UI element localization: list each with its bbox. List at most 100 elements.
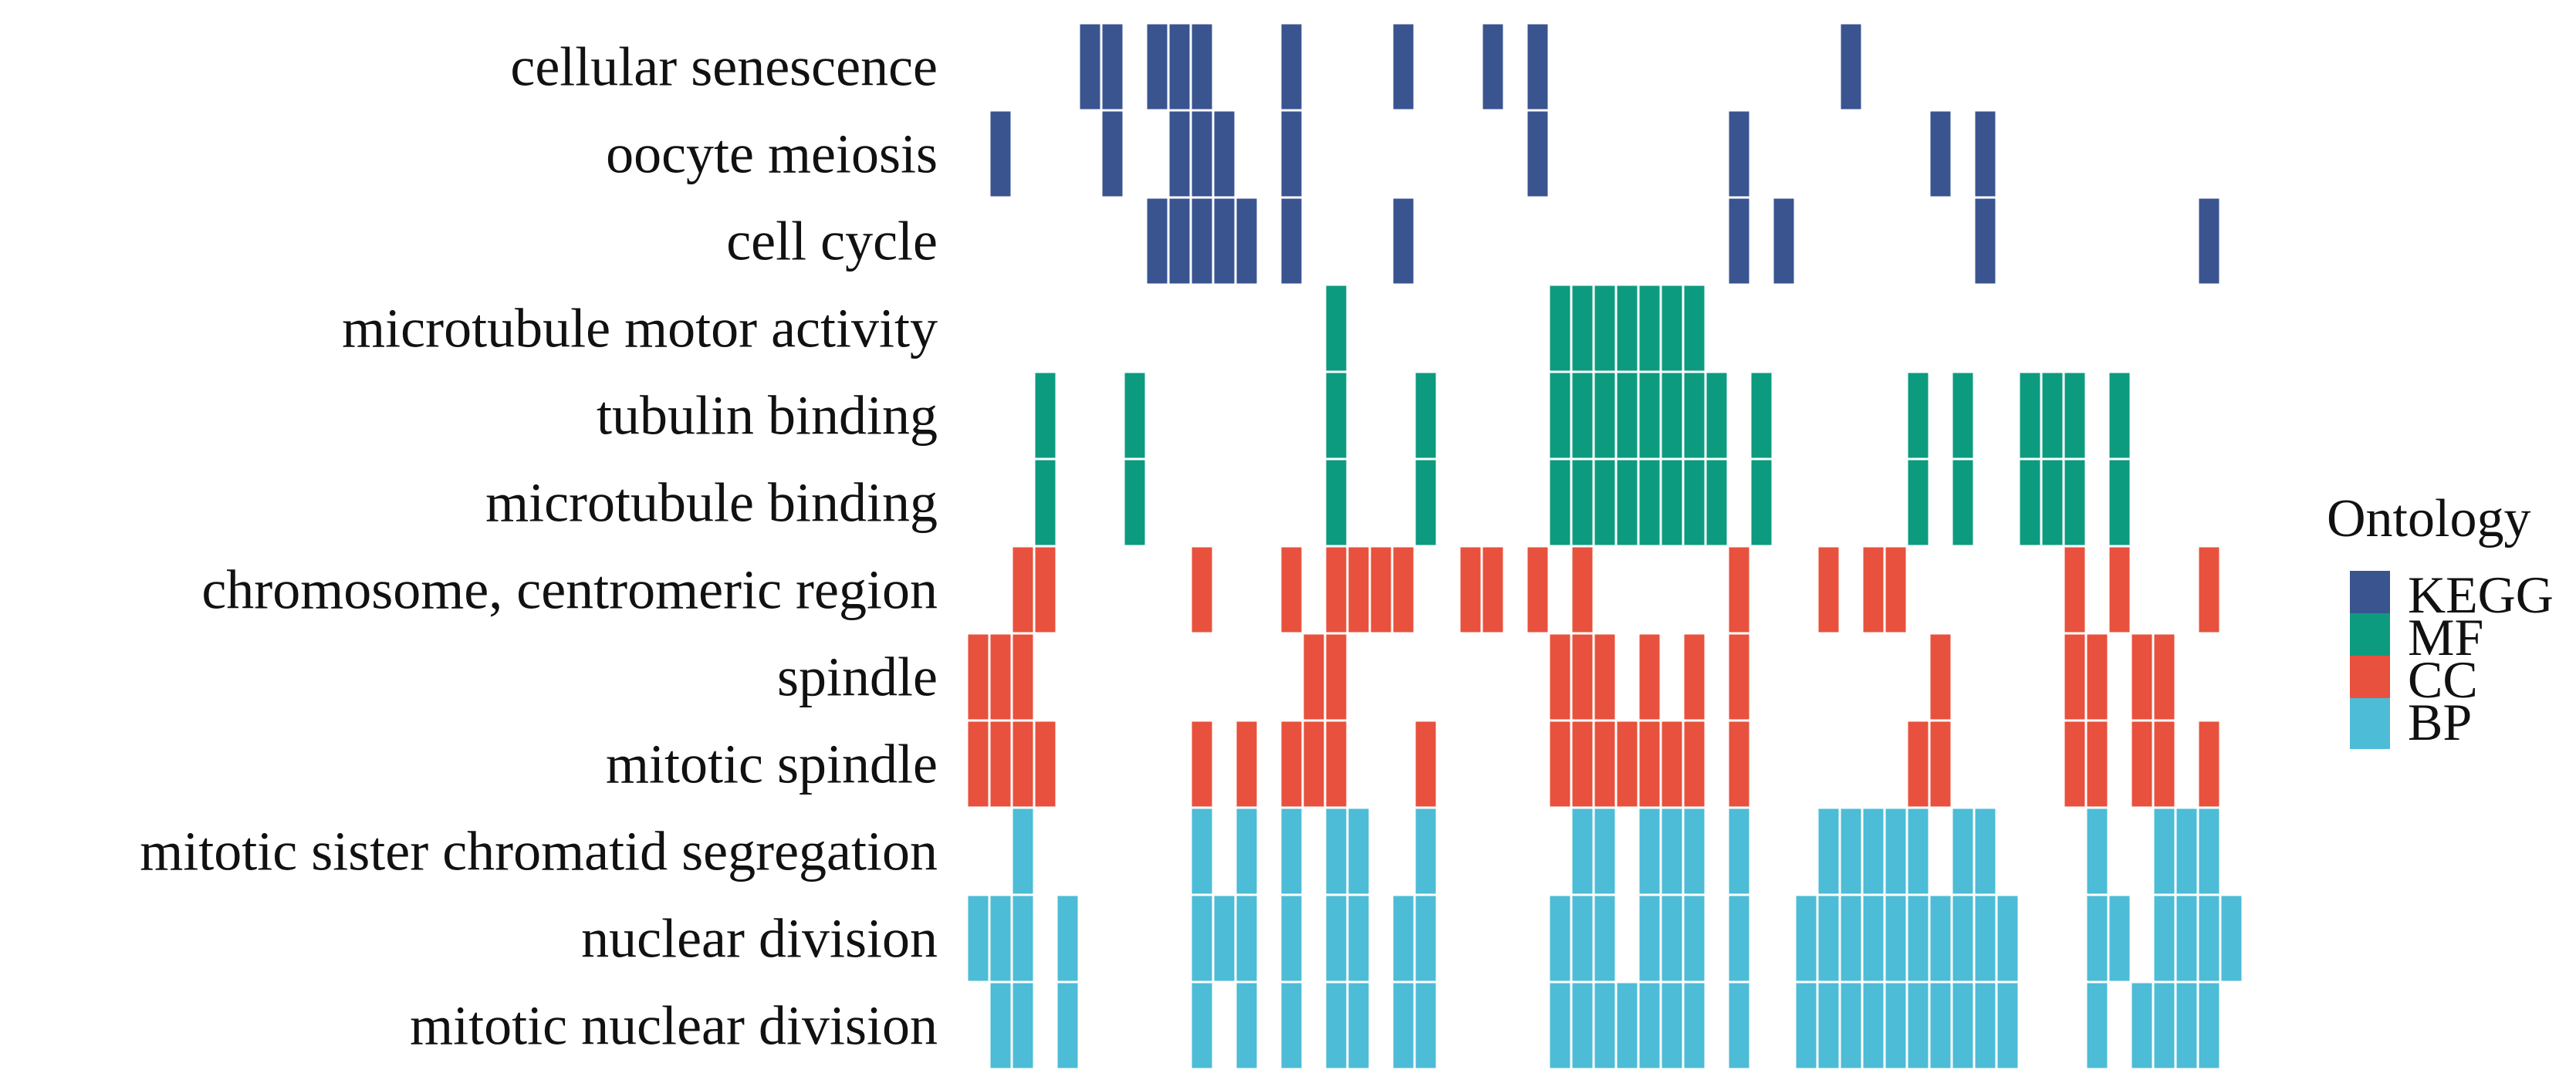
tile-mitotic-nuclear-division-col-1 xyxy=(988,980,1013,1071)
tile-microtubule-binding-col-27 xyxy=(1570,457,1595,548)
tile-spindle-col-27 xyxy=(1570,632,1595,722)
legend-swatch-bp xyxy=(2350,698,2390,749)
row-label-spindle: spindle xyxy=(777,646,938,708)
tile-mitotic-sister-chromatid-segregation-col-40 xyxy=(1861,806,1886,896)
tile-cell-cycle-col-9 xyxy=(1167,196,1192,286)
tile-tubulin-binding-col-31 xyxy=(1659,370,1685,461)
row-labels: cellular senescence oocyte meiosis cell cy… xyxy=(140,36,938,1057)
tile-mitotic-nuclear-division-col-42 xyxy=(1905,980,1931,1071)
tile-mitotic-nuclear-division-col-26 xyxy=(1547,980,1573,1071)
tile-microtubule-motor-activity-col-31 xyxy=(1659,283,1685,373)
tile-chromosome-centromeric-region-col-2 xyxy=(1010,545,1036,635)
tile-oocyte-meiosis-col-11 xyxy=(1212,109,1237,199)
tile-cell-cycle-col-45 xyxy=(1973,196,1998,286)
tile-mitotic-spindle-col-43 xyxy=(1928,719,1953,809)
tile-oocyte-meiosis-col-34 xyxy=(1726,109,1752,199)
tile-cellular-senescence-col-9 xyxy=(1167,22,1192,112)
tile-mitotic-sister-chromatid-segregation-col-54 xyxy=(2174,806,2199,896)
tile-mitotic-sister-chromatid-segregation-col-12 xyxy=(1234,806,1259,896)
tile-microtubule-motor-activity-col-27 xyxy=(1570,283,1595,373)
tile-chromosome-centromeric-region-col-34 xyxy=(1726,545,1752,635)
legend-label-cc: CC xyxy=(2408,650,2478,709)
tile-spindle-col-32 xyxy=(1682,632,1707,722)
tile-tubulin-binding-col-30 xyxy=(1637,370,1662,461)
tile-cell-cycle-col-36 xyxy=(1771,196,1797,286)
tile-mitotic-nuclear-division-col-31 xyxy=(1659,980,1685,1071)
tile-mitotic-spindle-col-30 xyxy=(1637,719,1662,809)
tile-nuclear-division-col-2 xyxy=(1010,893,1036,984)
tile-microtubule-binding-col-28 xyxy=(1592,457,1618,548)
tile-mitotic-nuclear-division-col-41 xyxy=(1883,980,1908,1071)
tile-tubulin-binding-col-49 xyxy=(2062,370,2088,461)
tile-mitotic-sister-chromatid-segregation-col-17 xyxy=(1346,806,1371,896)
tile-nuclear-division-col-10 xyxy=(1189,893,1215,984)
tile-mitotic-nuclear-division-col-50 xyxy=(2084,980,2110,1071)
tile-nuclear-division-col-20 xyxy=(1413,893,1438,984)
tile-tubulin-binding-col-33 xyxy=(1704,370,1729,461)
tile-cell-cycle-col-11 xyxy=(1212,196,1237,286)
tile-oocyte-meiosis-col-10 xyxy=(1189,109,1215,199)
tile-oocyte-meiosis-col-9 xyxy=(1167,109,1192,199)
tile-microtubule-motor-activity-col-26 xyxy=(1547,283,1573,373)
tile-mitotic-nuclear-division-col-54 xyxy=(2174,980,2199,1071)
tile-tubulin-binding-col-27 xyxy=(1570,370,1595,461)
tile-cellular-senescence-col-8 xyxy=(1144,22,1170,112)
row-label-chromosome-centromeric-region: chromosome, centromeric region xyxy=(201,559,938,621)
tile-mitotic-spindle-col-55 xyxy=(2196,719,2222,809)
tile-mitotic-sister-chromatid-segregation-col-44 xyxy=(1950,806,1976,896)
tile-spindle-col-30 xyxy=(1637,632,1662,722)
tile-cellular-senescence-col-23 xyxy=(1480,22,1506,112)
tile-cell-cycle-col-8 xyxy=(1144,196,1170,286)
tile-mitotic-nuclear-division-col-16 xyxy=(1323,980,1349,1071)
tile-oocyte-meiosis-col-14 xyxy=(1279,109,1304,199)
row-label-nuclear-division: nuclear division xyxy=(581,908,938,970)
tile-tubulin-binding-col-32 xyxy=(1682,370,1707,461)
tile-chromosome-centromeric-region-col-10 xyxy=(1189,545,1215,635)
tile-mitotic-sister-chromatid-segregation-col-16 xyxy=(1323,806,1349,896)
row-label-microtubule-motor-activity: microtubule motor activity xyxy=(342,298,938,359)
tile-cell-cycle-col-14 xyxy=(1279,196,1304,286)
tile-mitotic-nuclear-division-col-28 xyxy=(1592,980,1618,1071)
tile-chromosome-centromeric-region-col-23 xyxy=(1480,545,1506,635)
tile-mitotic-spindle-col-26 xyxy=(1547,719,1573,809)
tile-mitotic-sister-chromatid-segregation-col-55 xyxy=(2196,806,2222,896)
tile-microtubule-binding-col-32 xyxy=(1682,457,1707,548)
tile-mitotic-nuclear-division-col-30 xyxy=(1637,980,1662,1071)
tile-nuclear-division-col-27 xyxy=(1570,893,1595,984)
tile-tubulin-binding-col-3 xyxy=(1033,370,1058,461)
tile-mitotic-spindle-col-31 xyxy=(1659,719,1685,809)
tile-nuclear-division-col-44 xyxy=(1950,893,1976,984)
tile-tubulin-binding-col-42 xyxy=(1905,370,1931,461)
tile-cellular-senescence-col-10 xyxy=(1189,22,1215,112)
tile-nuclear-division-col-17 xyxy=(1346,893,1371,984)
tile-chromosome-centromeric-region-col-16 xyxy=(1323,545,1349,635)
tile-nuclear-division-col-37 xyxy=(1793,893,1819,984)
tile-nuclear-division-col-40 xyxy=(1861,893,1886,984)
tile-microtubule-binding-col-16 xyxy=(1323,457,1349,548)
tile-chromosome-centromeric-region-col-27 xyxy=(1570,545,1595,635)
tile-mitotic-nuclear-division-col-39 xyxy=(1838,980,1864,1071)
tile-chromosome-centromeric-region-col-17 xyxy=(1346,545,1371,635)
tile-microtubule-binding-col-47 xyxy=(2017,457,2043,548)
tile-nuclear-division-col-1 xyxy=(988,893,1013,984)
tile-nuclear-division-col-31 xyxy=(1659,893,1685,984)
row-label-oocyte-meiosis: oocyte meiosis xyxy=(606,123,938,185)
tile-chromosome-centromeric-region-col-22 xyxy=(1458,545,1483,635)
legend-title: Ontology xyxy=(2327,489,2530,548)
tile-tubulin-binding-col-51 xyxy=(2107,370,2132,461)
tile-spindle-col-53 xyxy=(2152,632,2177,722)
tile-mitotic-nuclear-division-col-44 xyxy=(1950,980,1976,1071)
tile-nuclear-division-col-34 xyxy=(1726,893,1752,984)
tile-mitotic-spindle-col-52 xyxy=(2129,719,2155,809)
tile-tubulin-binding-col-7 xyxy=(1122,370,1148,461)
tile-mitotic-nuclear-division-col-10 xyxy=(1189,980,1215,1071)
tile-tubulin-binding-col-48 xyxy=(2040,370,2065,461)
tile-chromosome-centromeric-region-col-19 xyxy=(1391,545,1416,635)
legend-label-kegg: KEGG xyxy=(2408,565,2554,624)
tile-mitotic-nuclear-division-col-14 xyxy=(1279,980,1304,1071)
tile-cellular-senescence-col-25 xyxy=(1525,22,1550,112)
tile-chromosome-centromeric-region-col-41 xyxy=(1883,545,1908,635)
tile-chromosome-centromeric-region-col-14 xyxy=(1279,545,1304,635)
tile-tubulin-binding-col-28 xyxy=(1592,370,1618,461)
tile-mitotic-nuclear-division-col-55 xyxy=(2196,980,2222,1071)
